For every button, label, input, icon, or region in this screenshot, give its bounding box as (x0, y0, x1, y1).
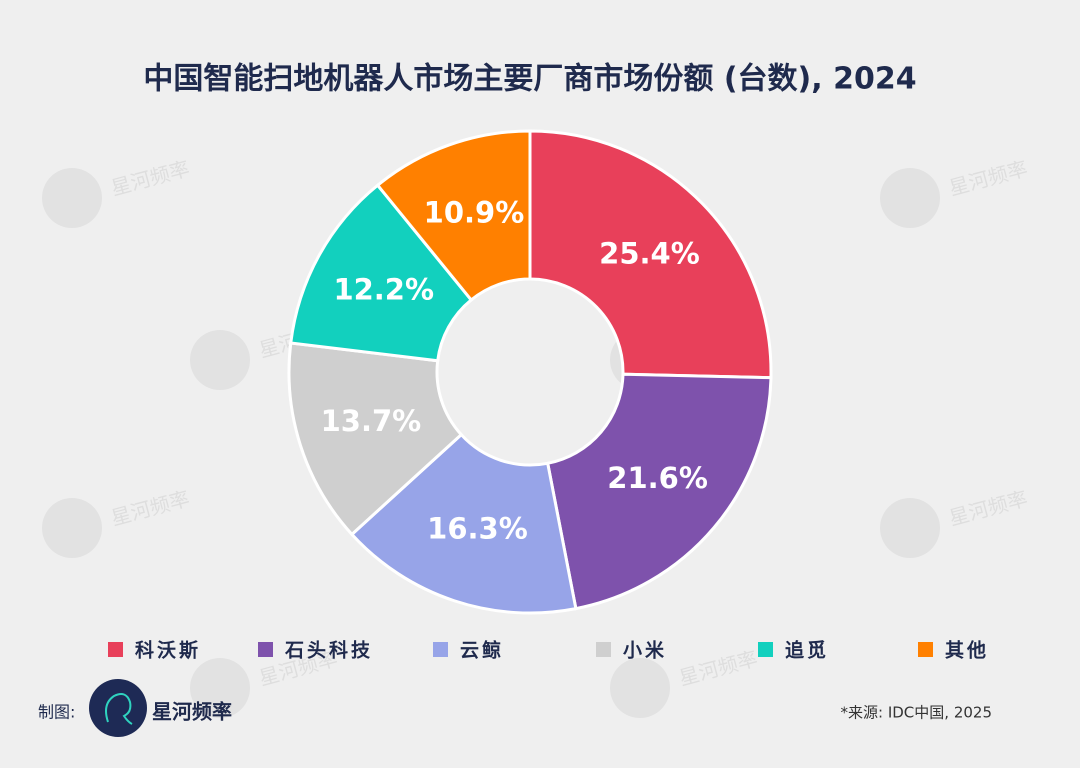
brand: 星河频率 (152, 700, 232, 724)
legend-swatch (758, 642, 773, 657)
donut-slice (349, 432, 578, 615)
data-label: 13.7% (321, 404, 422, 438)
legend-swatch (433, 642, 448, 657)
legend-label: 其他 (945, 639, 989, 662)
donut-slice (545, 372, 773, 611)
donut-slice (287, 341, 464, 537)
legend-label: 科沃斯 (135, 639, 201, 662)
legend-swatch (918, 642, 933, 657)
watermark-logo (42, 498, 102, 558)
donut: 25.4% 21.6% 16.3% 13.7% 12.2% 10.9% (287, 129, 773, 615)
source: *来源: IDC中国, 2025 (841, 704, 992, 722)
data-label: 21.6% (607, 461, 708, 495)
watermark-logo (880, 168, 940, 228)
donut-slice (375, 129, 532, 303)
chart-title: 中国智能扫地机器人市场主要厂商市场份额 (台数), 2024 (143, 62, 916, 97)
data-label: 25.4% (599, 236, 700, 270)
data-label: 12.2% (333, 272, 434, 306)
logo-icon (105, 693, 133, 725)
legend-swatch (596, 642, 611, 657)
data-label: 10.9% (424, 196, 525, 230)
legend-label: 云鲸 (460, 639, 504, 662)
legend-label: 小米 (623, 639, 667, 662)
legend-swatch (108, 642, 123, 657)
watermark-logo (190, 330, 250, 390)
data-label: 16.3% (427, 512, 528, 546)
credit-label: 制图: (38, 703, 75, 722)
legend-swatch (258, 642, 273, 657)
logo (89, 679, 147, 737)
watermark-logo (190, 658, 250, 718)
legend-label: 石头科技 (284, 639, 373, 662)
legend: 科沃斯 石头科技 云鲸 小米 追觅 其他 (108, 639, 989, 662)
legend-label: 追觅 (785, 639, 829, 662)
donut-slice (528, 129, 773, 380)
watermark-logo (880, 498, 940, 558)
donut-slice (289, 183, 474, 363)
watermark-logo (610, 658, 670, 718)
watermark-logo (42, 168, 102, 228)
